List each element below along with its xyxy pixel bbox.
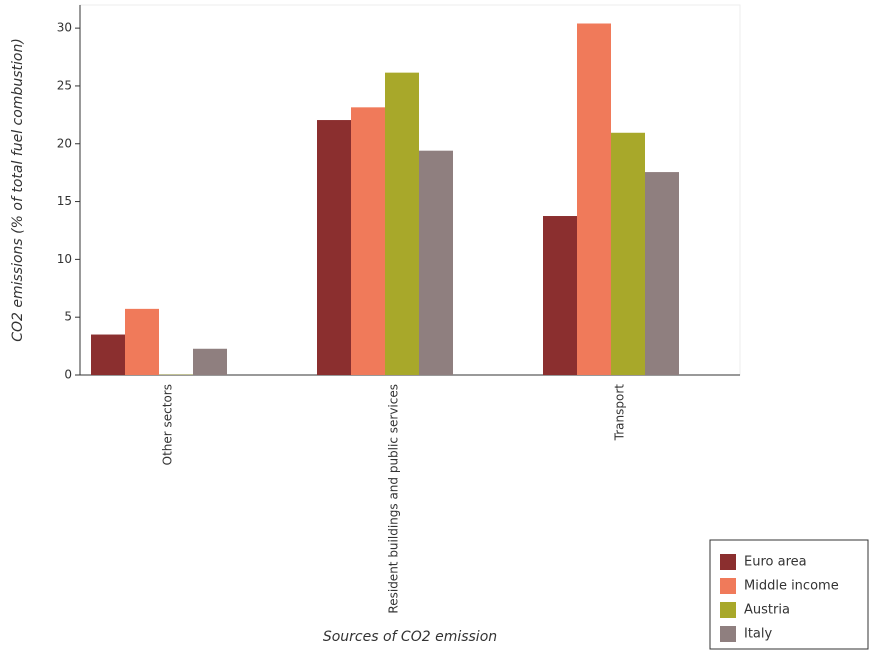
- legend-label: Middle income: [744, 579, 839, 594]
- legend-box: [709, 539, 869, 650]
- legend-label: Austria: [744, 603, 790, 618]
- legend: Euro area Middle income Austria Italy: [709, 539, 869, 650]
- legend-label: Italy: [744, 627, 773, 642]
- y-tick-label: 0: [64, 368, 72, 382]
- x-tick-label: Other sectors: [161, 384, 175, 465]
- x-tick-label: Transport: [613, 384, 627, 442]
- legend-swatch: [720, 602, 736, 618]
- bar: [419, 150, 453, 375]
- legend-swatch: [720, 554, 736, 570]
- y-tick-label: 30: [57, 21, 72, 35]
- y-tick-label: 5: [64, 310, 72, 324]
- y-tick-label: 10: [57, 252, 72, 266]
- legend-swatch: [720, 578, 736, 594]
- bar: [611, 132, 645, 375]
- bar: [193, 348, 227, 375]
- bar: [577, 23, 611, 375]
- legend-label: Euro area: [744, 555, 807, 570]
- bar: [385, 72, 419, 375]
- bar: [645, 172, 679, 375]
- y-tick-label: 25: [57, 78, 72, 92]
- legend-swatch: [720, 626, 736, 642]
- x-tick-label: Resident buildings and public services: [387, 384, 401, 614]
- bar: [543, 216, 577, 375]
- y-tick-label: 15: [57, 194, 72, 208]
- x-axis-title: Sources of CO2 emission: [323, 629, 497, 645]
- y-axis-title: CO2 emissions (% of total fuel combustio…: [10, 38, 26, 342]
- bar: [91, 334, 125, 375]
- bar: [125, 308, 159, 375]
- bar: [317, 120, 351, 375]
- bar: [351, 107, 385, 375]
- y-tick-label: 20: [57, 136, 72, 150]
